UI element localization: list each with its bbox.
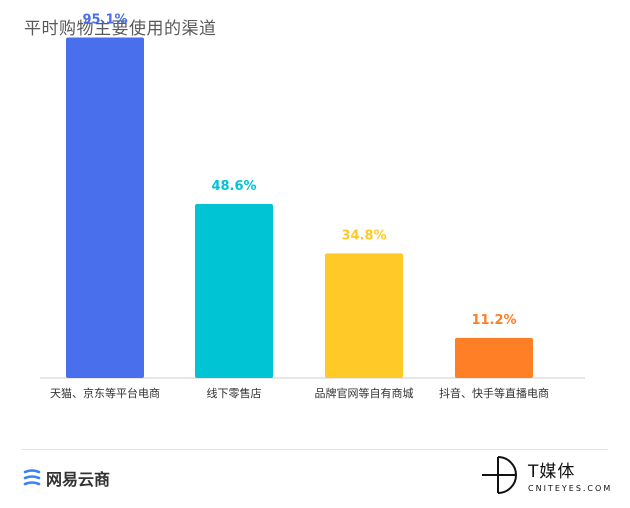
bar-1	[66, 37, 144, 379]
netease-brand: 网易云商	[22, 466, 110, 490]
bar-2	[195, 204, 273, 378]
netease-brand-text: 网易云商	[46, 470, 111, 489]
category-label-3: 品牌官网等自有商城	[315, 386, 414, 400]
footer-divider	[22, 449, 608, 450]
netease-logo-icon	[23, 469, 41, 486]
tmedia-logo-icon	[482, 456, 517, 494]
category-label-1: 天猫、京东等平台电商	[50, 386, 160, 400]
data-label-3: 34.8%	[341, 228, 386, 243]
category-label-2: 线下零售店	[207, 386, 262, 400]
bar-3	[325, 253, 403, 378]
data-label-1: 95.1%	[82, 13, 127, 28]
category-label-4: 抖音、快手等直播电商	[439, 386, 549, 400]
tmedia-brand: T媒体 CNITEYES.COM	[480, 453, 612, 497]
data-label-4: 11.2%	[471, 313, 516, 328]
chart-title: 平时购物主要使用的渠道	[24, 19, 217, 39]
bar-chart: 95.1% 天猫、京东等平台电商 48.6% 线下零售店 34.8% 品牌官网等自有商城 1…	[40, 13, 585, 400]
data-label-2: 48.6%	[211, 179, 256, 194]
tmedia-brand-name: T媒体	[528, 462, 576, 482]
tmedia-domain: CNITEYES.COM	[528, 484, 613, 493]
bar-4	[455, 337, 533, 378]
